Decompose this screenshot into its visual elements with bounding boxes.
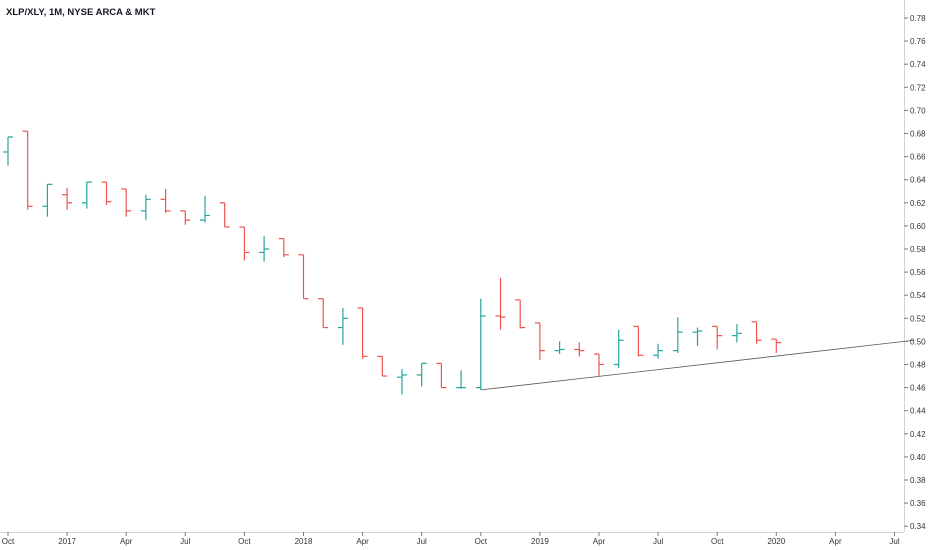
x-tick-label: Apr bbox=[829, 537, 842, 546]
y-tick-label: 0.50 bbox=[910, 337, 926, 346]
price-bars bbox=[3, 130, 782, 395]
time-axis[interactable]: Oct 2017 Apr Jul Oct 2018 Apr Jul Oct 2019 Apr Jul O… bbox=[2, 532, 900, 546]
ohlc-bar[interactable] bbox=[42, 183, 53, 217]
x-tick-label: 2019 bbox=[531, 537, 549, 546]
ohlc-bar[interactable] bbox=[653, 343, 664, 359]
ohlc-bar[interactable] bbox=[672, 317, 683, 353]
y-tick-label: 0.60 bbox=[910, 222, 926, 231]
ohlc-bar[interactable] bbox=[534, 322, 545, 360]
ohlc-bar[interactable] bbox=[475, 298, 486, 390]
y-tick-label: 0.46 bbox=[910, 384, 926, 393]
ohlc-bar[interactable] bbox=[397, 369, 407, 395]
y-tick-label: 0.66 bbox=[910, 153, 926, 162]
y-tick-label: 0.78 bbox=[910, 14, 926, 23]
ohlc-bar[interactable] bbox=[436, 362, 447, 389]
ohlc-bar[interactable] bbox=[692, 327, 703, 347]
x-tick-label: Apr bbox=[120, 537, 133, 546]
ohlc-bar[interactable] bbox=[731, 324, 742, 343]
ohlc-bar[interactable] bbox=[62, 187, 73, 210]
ohlc-bar[interactable] bbox=[140, 194, 151, 221]
ohlc-bar[interactable] bbox=[633, 325, 644, 357]
y-tick-label: 0.68 bbox=[910, 130, 926, 139]
y-tick-label: 0.74 bbox=[910, 60, 926, 69]
y-tick-label: 0.52 bbox=[910, 314, 926, 323]
y-tick-label: 0.36 bbox=[910, 499, 926, 508]
ohlc-bar[interactable] bbox=[318, 298, 329, 329]
y-tick-label: 0.34 bbox=[910, 522, 926, 531]
trendline[interactable] bbox=[480, 339, 915, 391]
x-tick-label: 2018 bbox=[295, 537, 313, 546]
ohlc-bar[interactable] bbox=[377, 355, 388, 377]
ohlc-bar[interactable] bbox=[298, 254, 309, 300]
ohlc-bar[interactable] bbox=[200, 195, 210, 223]
ohlc-bar[interactable] bbox=[456, 370, 467, 389]
y-tick-label: 0.38 bbox=[910, 476, 926, 485]
ohlc-bar[interactable] bbox=[121, 188, 132, 217]
ohlc-bar[interactable] bbox=[574, 342, 585, 357]
ohlc-bar[interactable] bbox=[239, 226, 250, 261]
x-tick-label: Jul bbox=[653, 537, 663, 546]
ohlc-bar[interactable] bbox=[278, 238, 289, 258]
x-tick-label: Oct bbox=[475, 537, 488, 546]
y-tick-label: 0.64 bbox=[910, 176, 926, 185]
ohlc-bar[interactable] bbox=[554, 341, 565, 355]
y-tick-label: 0.44 bbox=[910, 407, 926, 416]
x-tick-label: Jul bbox=[180, 537, 190, 546]
chart-title: XLP/XLY, 1M, NYSE ARCA & MKT bbox=[6, 7, 156, 18]
ohlc-bar[interactable] bbox=[259, 236, 270, 262]
ohlc-bar[interactable] bbox=[613, 329, 624, 368]
ohlc-bar[interactable] bbox=[495, 277, 506, 330]
x-tick-label: Apr bbox=[356, 537, 369, 546]
ohlc-bar[interactable] bbox=[160, 188, 171, 214]
ohlc-bar[interactable] bbox=[515, 299, 526, 329]
x-tick-label: Oct bbox=[711, 537, 724, 546]
x-tick-label: Oct bbox=[2, 537, 15, 546]
ohlc-bar[interactable] bbox=[101, 181, 112, 206]
ohlc-bar[interactable] bbox=[81, 181, 92, 209]
ohlc-bar[interactable] bbox=[219, 202, 230, 228]
ohlc-bar[interactable] bbox=[180, 210, 191, 225]
ohlc-bar[interactable] bbox=[22, 130, 33, 210]
x-tick-label: Jul bbox=[417, 537, 427, 546]
y-tick-label: 0.56 bbox=[910, 268, 926, 277]
y-tick-label: 0.70 bbox=[910, 106, 926, 115]
y-tick-label: 0.76 bbox=[910, 37, 926, 46]
y-tick-label: 0.72 bbox=[910, 83, 926, 92]
ohlc-bar[interactable] bbox=[771, 338, 782, 353]
x-tick-label: 2020 bbox=[767, 537, 785, 546]
y-tick-label: 0.48 bbox=[910, 361, 926, 370]
ohlc-bar[interactable] bbox=[594, 353, 604, 377]
x-tick-label: Jul bbox=[889, 537, 899, 546]
x-tick-label: Apr bbox=[593, 537, 606, 546]
ohlc-bar[interactable] bbox=[416, 362, 427, 387]
ohlc-bar[interactable] bbox=[357, 307, 368, 359]
x-tick-label: 2017 bbox=[58, 537, 76, 546]
price-axis[interactable]: 0.78 0.76 0.74 0.72 0.70 0.68 0.66 0.64 0.62 0.60… bbox=[904, 14, 926, 531]
y-tick-label: 0.58 bbox=[910, 245, 926, 254]
ohlc-bar[interactable] bbox=[337, 307, 348, 345]
y-tick-label: 0.40 bbox=[910, 453, 926, 462]
ohlc-bar[interactable] bbox=[751, 321, 762, 344]
y-tick-label: 0.42 bbox=[910, 430, 926, 439]
x-tick-label: Oct bbox=[238, 537, 251, 546]
y-tick-label: 0.62 bbox=[910, 199, 926, 208]
ohlc-bar[interactable] bbox=[712, 325, 723, 350]
y-tick-label: 0.54 bbox=[910, 291, 926, 300]
ohlc-bar[interactable] bbox=[3, 136, 13, 166]
